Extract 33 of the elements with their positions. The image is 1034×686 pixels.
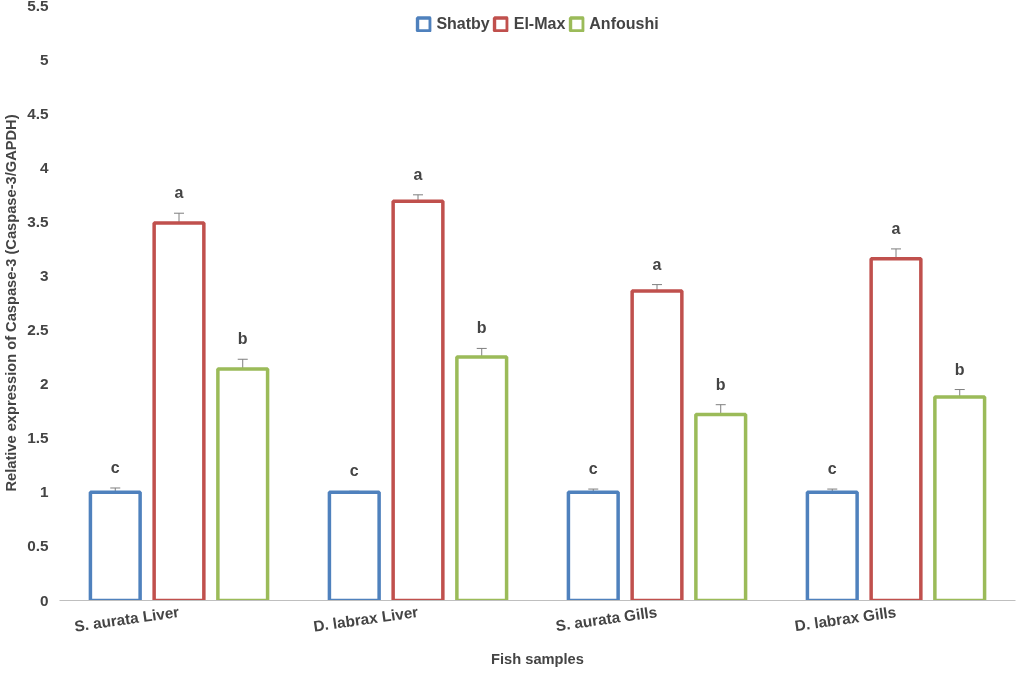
y-tick-label: 2 [39, 375, 49, 393]
annotation: b [715, 375, 726, 393]
annotation: b [954, 360, 965, 378]
annotation: b [476, 319, 487, 337]
annotation: c [827, 460, 837, 478]
annotation: a [174, 184, 184, 202]
x-tick-label: S. aurata Gills [554, 603, 659, 635]
y-tick-label: 4 [39, 158, 49, 176]
legend-label: El-Max [513, 15, 566, 33]
y-tick-label: 5 [39, 50, 49, 68]
x-tick-label: D. labrax Gills [793, 603, 898, 635]
legend-label: Anfoushi [589, 15, 659, 33]
annotation: c [588, 460, 598, 478]
y-tick-label: 2.5 [27, 321, 49, 339]
y-tick-label: 0.5 [27, 537, 49, 555]
annotation: c [110, 458, 120, 476]
y-tick-label: 1 [39, 483, 49, 501]
annotation: a [413, 165, 423, 183]
y-tick-label: 5.5 [27, 0, 49, 14]
x-tick-label: S. aurata Liver [73, 603, 181, 635]
y-axis-title: Relative expression of Caspase-3 (Caspase-3/GAPDH) [3, 114, 20, 492]
y-tick-label: 4.5 [27, 104, 49, 122]
annotation: a [652, 255, 662, 273]
y-tick-label: 3.5 [27, 212, 49, 230]
y-tick-label: 0 [39, 591, 49, 609]
y-tick-label: 1.5 [27, 429, 49, 447]
x-tick-label: D. labrax Liver [312, 603, 420, 635]
legend-label: Shatby [436, 15, 490, 33]
annotation: c [349, 462, 359, 480]
annotation: a [891, 219, 901, 237]
y-tick-label: 3 [39, 266, 49, 284]
x-axis-title: Fish samples [491, 651, 584, 668]
annotation: b [237, 330, 248, 348]
